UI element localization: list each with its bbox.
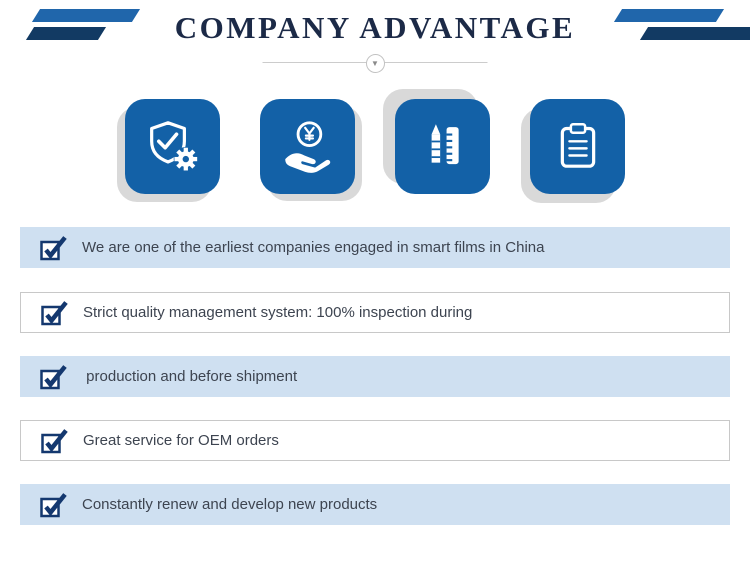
checkmark-icon <box>40 235 67 261</box>
advantage-text: Constantly renew and develop new product… <box>82 496 378 513</box>
feature-icons-row <box>0 89 750 203</box>
pencil-ruler-icon <box>383 89 490 194</box>
chevron-down-icon: ▼ <box>365 54 385 73</box>
advantage-text: Strict quality management system: 100% i… <box>83 304 473 321</box>
advantage-text: We are one of the earliest companies eng… <box>82 239 545 256</box>
page-title: COMPANY ADVANTAGE <box>174 10 576 45</box>
divider-line: ▼ <box>262 54 488 73</box>
advantage-row: Strict quality management system: 100% i… <box>20 292 730 333</box>
checkmark-icon <box>41 300 68 326</box>
clipboard-checklist-icon <box>521 99 625 203</box>
hand-coin-icon <box>260 99 362 201</box>
advantage-row: We are one of the earliest companies eng… <box>20 227 730 268</box>
advantage-row: Constantly renew and develop new product… <box>20 484 730 525</box>
checkmark-icon <box>41 428 68 454</box>
advantage-text: production and before shipment <box>82 368 298 385</box>
advantage-row: production and before shipment <box>20 356 730 397</box>
advantage-text: Great service for OEM orders <box>83 432 279 449</box>
checkmark-icon <box>40 492 67 518</box>
shield-check-gear-icon <box>117 99 220 202</box>
advantage-row: Great service for OEM orders <box>20 420 730 461</box>
checkmark-icon <box>40 364 67 390</box>
chevron-down-glyph: ▼ <box>371 58 379 68</box>
